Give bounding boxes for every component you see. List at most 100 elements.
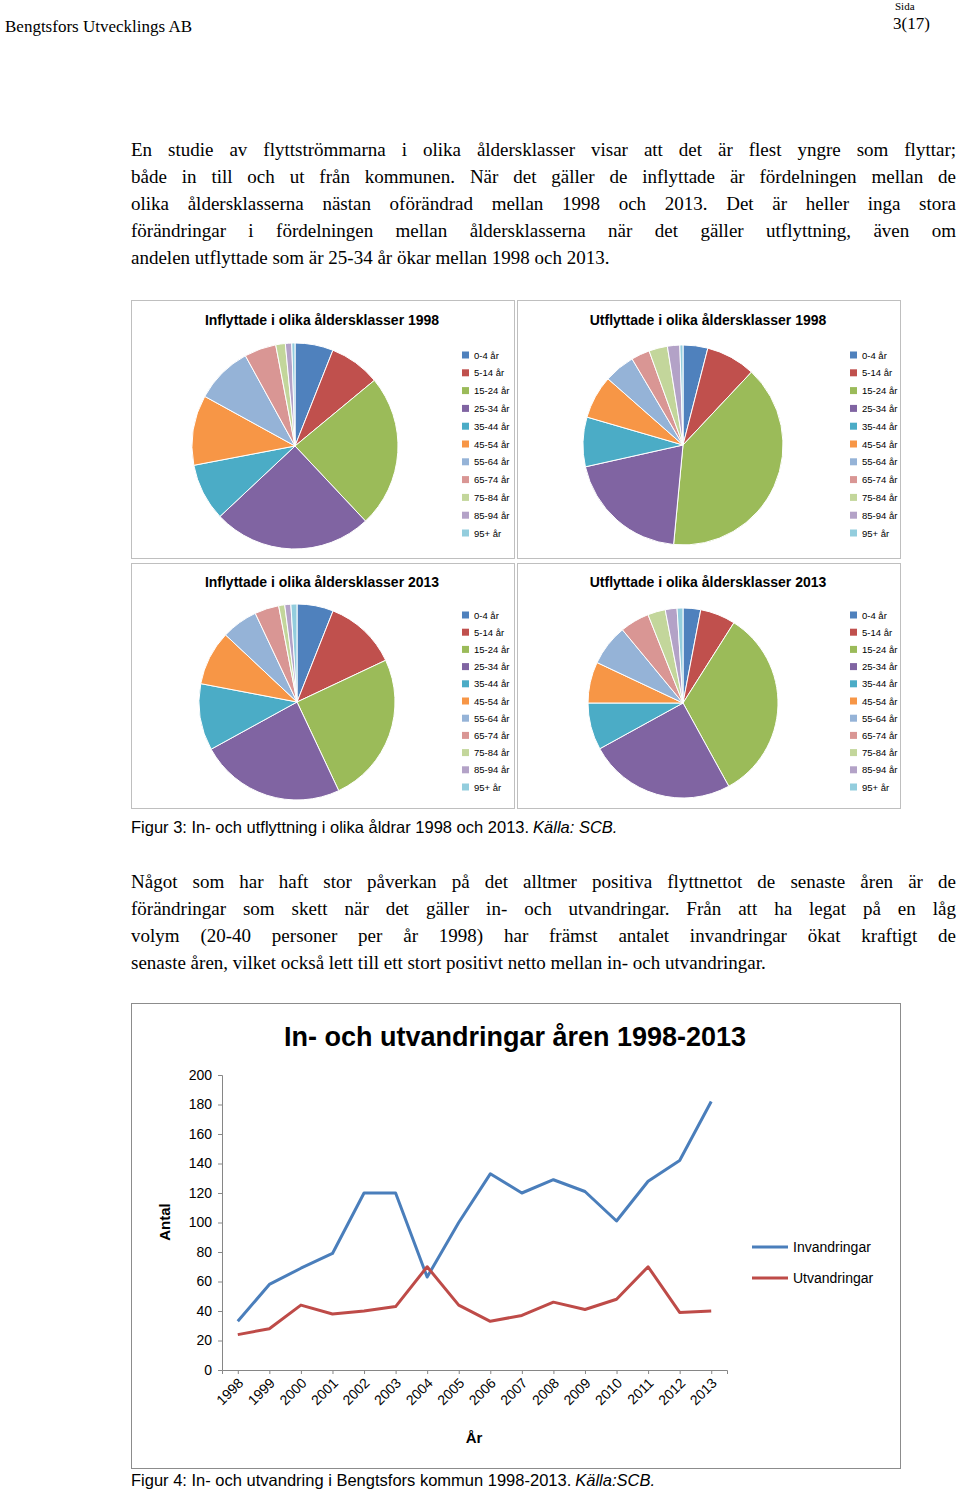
pie-chart: Inflyttade i olika åldersklasser 20130-4… (132, 564, 515, 809)
chart-title: Utflyttade i olika åldersklasser 2013 (590, 574, 827, 590)
pie-slice (667, 345, 683, 445)
legend-swatch (850, 698, 857, 705)
pie-slice (285, 343, 295, 446)
y-tick-label: 120 (189, 1185, 213, 1201)
legend-swatch (462, 423, 469, 430)
y-tick-mark (218, 1341, 222, 1342)
legend-label: 55-64 år (474, 456, 509, 467)
legend-swatch (850, 732, 857, 739)
pie-chart: Utflyttade i olika åldersklasser 19980-4… (518, 301, 901, 559)
x-tick-mark (301, 1370, 302, 1374)
x-tick-label: 2009 (560, 1375, 593, 1408)
legend-swatch (850, 458, 857, 465)
y-tick-mark (218, 1164, 222, 1165)
y-tick: 200 (189, 1067, 222, 1083)
paragraph-line: förändringar som skett när det gäller in… (131, 895, 956, 922)
y-tick-mark (218, 1105, 222, 1106)
legend-swatch (462, 749, 469, 756)
legend-label: 95+ år (862, 528, 889, 539)
legend-swatch (850, 494, 857, 501)
x-tick: 1998 (213, 1370, 246, 1408)
legend-label: 35-44 år (474, 421, 509, 432)
caption-text: Figur 4: In- och utvandring i Bengtsfors… (131, 1471, 571, 1489)
x-tick: 2000 (276, 1370, 309, 1408)
y-tick: 60 (196, 1273, 222, 1289)
legend-swatch (462, 732, 469, 739)
pie-slice (292, 343, 295, 446)
legend-swatch (462, 405, 469, 412)
y-tick: 40 (196, 1303, 222, 1319)
x-tick: 2008 (529, 1370, 562, 1408)
legend-swatch (462, 369, 469, 376)
legend-label: 15-24 år (862, 385, 897, 396)
x-tick-mark (680, 1370, 681, 1374)
y-tick: 0 (204, 1362, 222, 1378)
y-tick-mark (218, 1311, 222, 1312)
legend-label: 65-74 år (474, 730, 509, 741)
legend-label: 35-44 år (862, 678, 897, 689)
legend-label: 85-94 år (474, 510, 509, 521)
x-tick: 2007 (497, 1370, 530, 1408)
legend-swatch (462, 387, 469, 394)
paragraph-line: En studie av flyttströmmarna i olika åld… (131, 136, 956, 163)
figure-canvas: Inflyttade i olika åldersklasser 19980-4… (0, 0, 960, 1493)
pie-slice (677, 608, 683, 703)
legend-swatch (462, 458, 469, 465)
y-tick: 140 (189, 1155, 222, 1171)
legend-label: 85-94 år (862, 510, 897, 521)
legend: 0-4 år5-14 år15-24 år25-34 år35-44 år45-… (850, 610, 897, 793)
y-tick-mark (218, 1075, 222, 1076)
x-tick-mark (553, 1370, 554, 1374)
y-tick-label: 140 (189, 1155, 213, 1171)
caption: Figur 3: In- och utflyttning i olika åld… (131, 818, 617, 837)
chart-title: Inflyttade i olika åldersklasser 2013 (205, 574, 439, 590)
legend-swatch (850, 766, 857, 773)
legend-swatch (462, 512, 469, 519)
legend-swatch (752, 1246, 788, 1249)
y-tick-label: 160 (189, 1126, 213, 1142)
chart-frame (132, 1004, 901, 1469)
x-tick-label: 2000 (276, 1375, 309, 1408)
pie-slices (583, 345, 783, 545)
x-tick: 2004 (402, 1370, 435, 1408)
pie-slices (192, 343, 398, 549)
legend-swatch (850, 530, 857, 537)
y-tick-label: 60 (196, 1273, 212, 1289)
legend-swatch (850, 512, 857, 519)
legend-swatch (462, 784, 469, 791)
legend-label: 35-44 år (474, 678, 509, 689)
legend-label: 5-14 år (862, 627, 892, 638)
caption-source: Källa:SCB. (575, 1471, 655, 1489)
legend-label: 75-84 år (862, 747, 897, 758)
x-tick-mark (269, 1370, 270, 1374)
paragraph-line: senaste åren, vilket också lett till ett… (131, 949, 956, 976)
x-tick-label: 1998 (213, 1375, 246, 1408)
y-tick: 120 (189, 1185, 222, 1201)
legend-label: 65-74 år (862, 474, 897, 485)
x-axis: 1998199920002001200220032004200520062007… (213, 1370, 727, 1408)
legend-swatch (850, 476, 857, 483)
x-tick-label: 2011 (624, 1375, 657, 1408)
chart-frame (132, 564, 515, 809)
legend-swatch (850, 749, 857, 756)
y-tick-label: 20 (196, 1332, 212, 1348)
legend-label: 15-24 år (862, 644, 897, 655)
legend-label: 25-34 år (862, 661, 897, 672)
legend-label: 15-24 år (474, 385, 509, 396)
legend-swatch (850, 441, 857, 448)
chart-frame (132, 301, 515, 559)
paragraph-line: olika åldersklasserna nästan oförändrad … (131, 190, 956, 217)
x-tick-label: 2002 (339, 1375, 372, 1408)
y-tick: 180 (189, 1096, 222, 1112)
y-tick-label: 200 (189, 1067, 213, 1083)
legend-label: 5-14 år (474, 627, 504, 638)
legend: 0-4 år5-14 år15-24 år25-34 år35-44 år45-… (462, 350, 509, 539)
x-tick-label: 1999 (245, 1375, 278, 1408)
pie-slice (674, 372, 783, 545)
pie-slice (291, 604, 297, 702)
legend-label: 45-54 år (862, 696, 897, 707)
x-tick-label: 2007 (497, 1375, 530, 1408)
legend-swatch (850, 405, 857, 412)
x-tick-label: 2004 (402, 1375, 435, 1408)
x-tick: 2001 (308, 1370, 341, 1408)
